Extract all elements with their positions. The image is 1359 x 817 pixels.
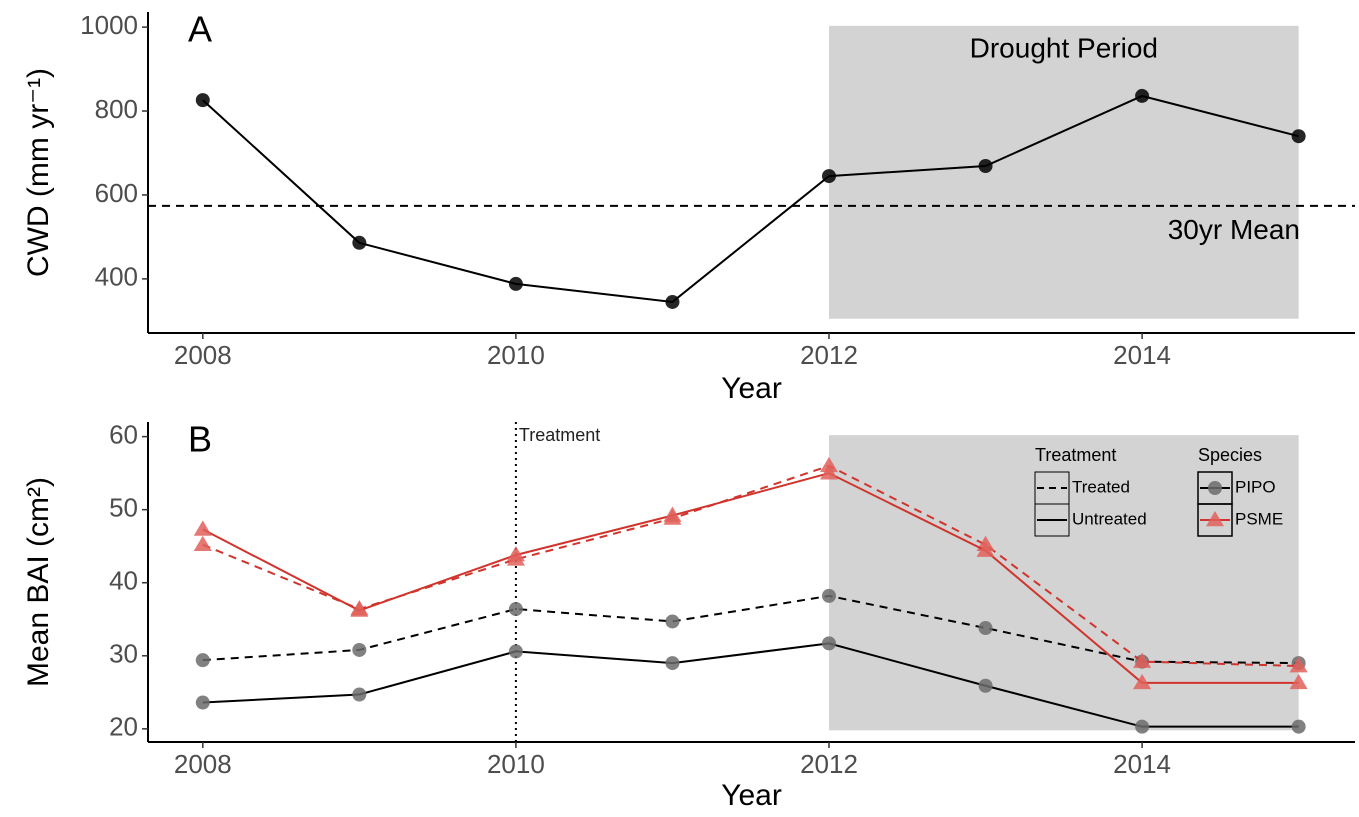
marker xyxy=(1135,88,1150,103)
y-tick-label: 400 xyxy=(95,262,138,292)
marker xyxy=(1133,673,1152,690)
legend-marker xyxy=(1208,481,1222,495)
marker xyxy=(821,169,836,184)
marker xyxy=(352,642,367,657)
x-tick-label: 2010 xyxy=(487,340,545,370)
marker xyxy=(665,656,680,671)
y-tick-label: 20 xyxy=(109,712,138,742)
legend-key xyxy=(1197,503,1233,537)
marker xyxy=(1289,657,1308,673)
panel-letter: B xyxy=(188,419,212,460)
x-axis-title: Year xyxy=(721,779,782,812)
x-tick-label: 2010 xyxy=(487,749,545,779)
legend-title: Species xyxy=(1198,445,1262,465)
y-tick-label: 1000 xyxy=(80,10,138,40)
marker xyxy=(976,541,995,557)
marker xyxy=(195,653,210,668)
y-axis-title: CWD (mm yr⁻¹) xyxy=(22,68,55,277)
marker xyxy=(819,464,838,480)
marker xyxy=(195,695,210,710)
y-tick-label: 30 xyxy=(109,639,138,669)
treatment-label: Treatment xyxy=(519,425,600,445)
legend-marker xyxy=(1206,511,1224,527)
y-tick-label: 600 xyxy=(95,178,138,208)
marker xyxy=(352,235,367,250)
x-tick-label: 2014 xyxy=(1113,340,1171,370)
marker xyxy=(665,294,680,309)
marker xyxy=(821,636,836,651)
y-tick-label: 50 xyxy=(109,493,138,523)
legend-label: Treated xyxy=(1072,477,1130,496)
marker xyxy=(978,678,993,693)
x-tick-label: 2012 xyxy=(800,749,858,779)
x-tick-label: 2014 xyxy=(1113,749,1171,779)
shade-label: Drought Period xyxy=(970,32,1158,63)
legend-label: PIPO xyxy=(1235,477,1276,496)
legend-label: PSME xyxy=(1235,509,1283,528)
marker xyxy=(508,276,523,291)
x-tick-label: 2012 xyxy=(800,340,858,370)
marker xyxy=(665,614,680,629)
panel-letter: A xyxy=(188,9,212,50)
x-axis-title: Year xyxy=(721,372,782,405)
marker xyxy=(978,621,993,636)
marker xyxy=(663,506,682,522)
y-axis-title: Mean BAI (cm²) xyxy=(22,477,55,687)
marker xyxy=(1135,719,1150,734)
marker xyxy=(1133,652,1152,668)
legend-key xyxy=(1034,503,1070,537)
shaded-region xyxy=(828,25,1299,319)
data-line xyxy=(202,594,1299,665)
marker xyxy=(193,520,212,536)
x-tick-label: 2008 xyxy=(174,340,232,370)
y-tick-label: 40 xyxy=(109,566,138,596)
mean-label: 30yr Mean xyxy=(1168,214,1300,245)
marker xyxy=(508,644,523,659)
marker xyxy=(352,687,367,702)
legend-title: Treatment xyxy=(1035,445,1116,465)
marker xyxy=(350,601,369,617)
y-tick-label: 60 xyxy=(109,419,138,449)
marker xyxy=(1291,129,1306,144)
marker xyxy=(508,602,523,617)
marker xyxy=(978,158,993,173)
legend-label: Untreated xyxy=(1072,509,1147,528)
marker xyxy=(821,588,836,603)
y-tick-label: 800 xyxy=(95,94,138,124)
marker xyxy=(506,545,525,562)
marker xyxy=(1289,673,1308,690)
marker xyxy=(1291,719,1306,734)
x-tick-label: 2008 xyxy=(174,749,232,779)
data-line xyxy=(202,94,1299,303)
shaded-region xyxy=(828,435,1299,731)
marker xyxy=(195,93,210,108)
data-line xyxy=(202,642,1299,728)
data-line xyxy=(202,472,1299,684)
marker xyxy=(193,535,212,552)
